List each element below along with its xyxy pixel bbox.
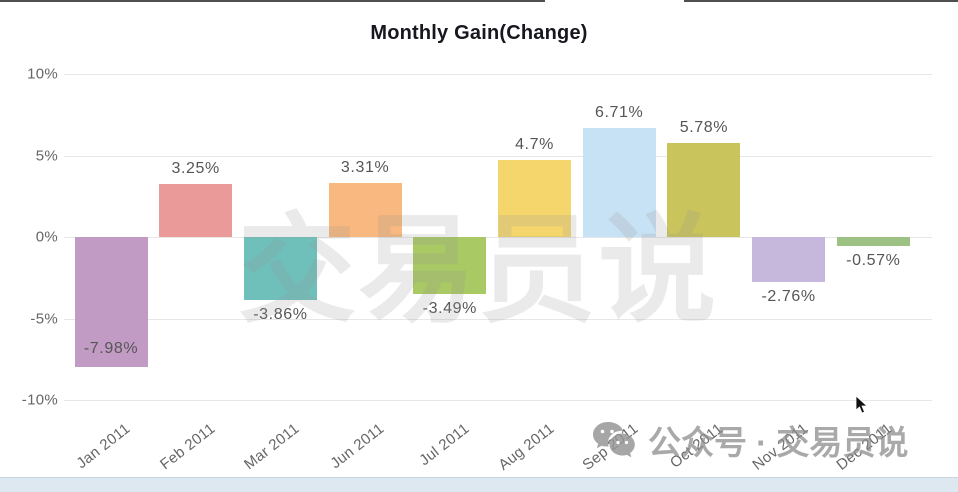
x-axis-label: Jun 2011 — [327, 420, 388, 473]
top-border-left — [0, 0, 545, 2]
bar-jul-2011[interactable] — [413, 237, 487, 294]
bar-value-label: 3.25% — [171, 160, 220, 178]
gridline — [64, 400, 932, 401]
bar-jun-2011[interactable] — [328, 183, 402, 237]
x-axis-label: Oct 2011 — [666, 420, 727, 472]
x-axis-label: Nov 2011 — [748, 420, 812, 474]
x-axis-label: Sep 2011 — [579, 420, 642, 474]
bar-jan-2011[interactable] — [74, 237, 148, 368]
y-axis-label: 10% — [27, 65, 58, 83]
y-axis-label: -10% — [21, 391, 58, 409]
x-axis-label: Mar 2011 — [241, 420, 303, 474]
bar-feb-2011[interactable] — [159, 184, 233, 237]
gridline — [64, 155, 932, 157]
bar-nov-2011[interactable] — [752, 237, 826, 282]
bar-value-label: -3.49% — [422, 299, 477, 317]
x-axis-label: Jan 2011 — [73, 420, 134, 473]
x-axis-label: Dec 2011 — [833, 420, 896, 474]
top-border-right — [684, 0, 958, 2]
bar-value-label: 5.78% — [679, 118, 729, 136]
x-axis-label: Jul 2011 — [416, 420, 473, 470]
bar-value-label: -2.76% — [761, 287, 816, 305]
x-axis-label: Aug 2011 — [494, 420, 557, 474]
mouse-cursor — [855, 395, 869, 414]
monthly-gain-chart: Monthly Gain(Change) 10% 5% 0% -5% -10% -7.98… — [0, 2, 958, 478]
gridline — [64, 237, 932, 238]
bar-dec-2011[interactable] — [836, 237, 910, 247]
bottom-strip — [0, 477, 958, 492]
chart-title: Monthly Gain(Change) — [370, 22, 588, 44]
bar-sep-2011[interactable] — [582, 127, 656, 237]
bar-oct-2011[interactable] — [667, 142, 741, 237]
bar-value-label: 3.31% — [340, 159, 390, 177]
bar-value-label: -7.98% — [83, 340, 139, 358]
bar-value-label: 4.7% — [515, 136, 554, 154]
gridline — [64, 74, 932, 75]
x-axis-label: Feb 2011 — [156, 420, 219, 474]
bar-value-label: -0.57% — [846, 252, 901, 270]
y-axis-label: -5% — [30, 310, 58, 327]
gridline — [64, 318, 932, 320]
y-axis-label: 0% — [35, 228, 58, 246]
bar-mar-2011[interactable] — [243, 237, 317, 300]
bar-value-label: 6.71% — [595, 103, 644, 121]
bar-value-label: -3.86% — [253, 305, 308, 323]
bar-aug-2011[interactable] — [498, 160, 571, 237]
y-axis-label: 5% — [35, 147, 58, 164]
